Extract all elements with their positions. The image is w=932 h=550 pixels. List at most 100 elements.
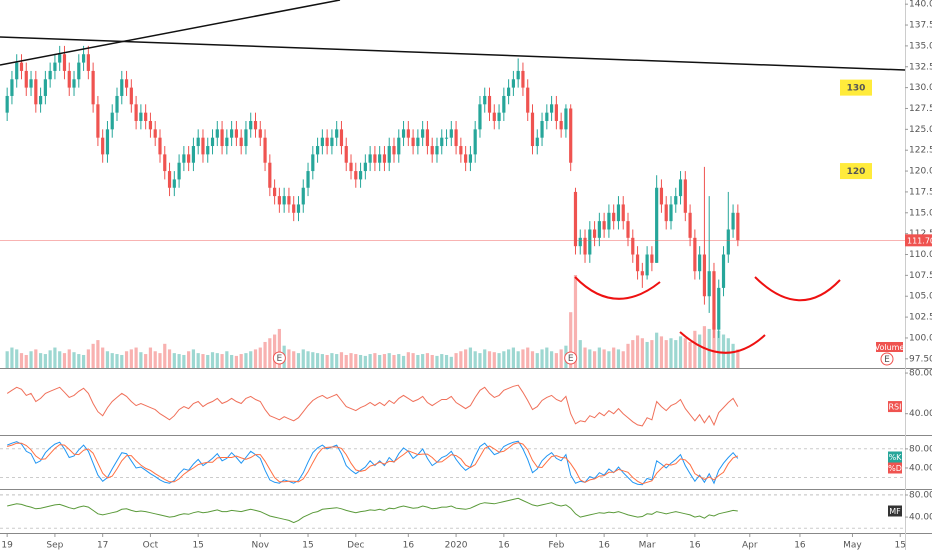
y-tick-label: 105.00: [909, 292, 932, 302]
candle-body: [249, 120, 253, 130]
volume-bar: [15, 349, 19, 368]
candle-body: [564, 108, 568, 130]
x-tick-label: 15: [894, 541, 905, 550]
candle-body: [277, 196, 281, 205]
volume-bar: [306, 351, 310, 368]
y-tick-label: 80.00: [909, 444, 932, 454]
volume-bar: [210, 352, 215, 368]
volume-bar: [693, 330, 697, 368]
volume-bar: [234, 355, 238, 368]
candle-body: [454, 129, 458, 147]
volume-bar: [358, 354, 363, 368]
volume-bar: [435, 355, 439, 368]
volume-bar: [10, 347, 14, 368]
y-tick-label: 110.00: [909, 250, 932, 260]
x-tick-label: Oct: [143, 541, 159, 550]
candle-body: [464, 154, 468, 163]
volume-bar: [621, 351, 625, 368]
indicator-label: %K: [889, 453, 903, 462]
volume-bar: [607, 351, 611, 368]
candle-body: [569, 108, 573, 163]
volume-bar: [545, 347, 549, 368]
volume-bar: [659, 336, 664, 368]
volume-bar: [191, 349, 196, 368]
candle-body: [34, 79, 38, 105]
candle-body: [526, 87, 530, 113]
volume-bar: [201, 354, 205, 368]
x-tick-label: May: [843, 541, 862, 550]
volume-bar: [387, 353, 391, 368]
candle-body: [120, 79, 124, 96]
volume-bar: [335, 354, 339, 368]
volume-bar: [464, 349, 468, 368]
volume-bar: [674, 340, 678, 368]
candle-body: [378, 154, 382, 163]
candle-body: [129, 87, 133, 105]
candle-body: [315, 146, 320, 155]
candle-body: [726, 229, 730, 255]
candle-body: [392, 146, 396, 155]
volume-bar: [492, 352, 496, 368]
candle-body: [96, 104, 100, 138]
volume-bar: [382, 354, 387, 368]
volume-bar: [91, 343, 95, 368]
y-tick-label: 115.00: [909, 208, 932, 218]
volume-bar: [549, 351, 554, 368]
candle-body: [631, 237, 635, 255]
candle-body: [148, 120, 153, 130]
volume-bar: [339, 352, 344, 368]
volume-bar: [707, 328, 711, 368]
candle-body: [597, 221, 601, 238]
volume-bar: [468, 347, 473, 368]
indicator-label: %D: [888, 464, 902, 473]
volume-bar: [48, 350, 52, 368]
candle-body: [344, 146, 348, 163]
candle-body: [616, 204, 621, 222]
volume-bar: [263, 341, 267, 368]
candle-body: [640, 271, 644, 276]
candle-body: [311, 154, 315, 172]
indicator-label: RSI: [889, 403, 902, 412]
candle-body: [483, 95, 487, 105]
volume-bar: [249, 351, 253, 368]
candle-body: [215, 129, 219, 138]
volume-bar: [163, 343, 167, 368]
candle-body: [187, 154, 191, 163]
candle-body: [273, 187, 277, 197]
candle-body: [645, 254, 649, 276]
candle-body: [330, 137, 334, 147]
x-tick-label: Feb: [548, 541, 564, 550]
volume-bar: [368, 354, 372, 368]
candle-body: [683, 179, 687, 213]
volume-bar: [683, 338, 687, 368]
volume-bar: [416, 354, 420, 368]
volume-bar: [139, 352, 143, 368]
candle-body: [459, 146, 463, 155]
volume-bar: [688, 341, 692, 368]
candle-body: [497, 112, 501, 121]
volume-bar: [497, 353, 501, 368]
candle-body: [487, 95, 492, 113]
y-tick-label: 107.50: [909, 271, 932, 281]
price-note: 130: [847, 84, 866, 94]
price-note: 120: [847, 167, 866, 177]
volume-bar: [421, 354, 425, 368]
volume-bar: [268, 338, 272, 368]
candle-body: [158, 137, 162, 155]
earnings-legend-label: E: [884, 355, 890, 365]
candle-body: [549, 104, 554, 113]
candle-body: [502, 95, 506, 113]
volume-bar: [273, 334, 277, 368]
volume-bar: [516, 351, 520, 368]
volume-bar: [378, 354, 382, 368]
candle-body: [86, 54, 90, 71]
y-tick-label: 125.00: [909, 125, 932, 135]
candle-body: [545, 112, 549, 121]
candle-body: [621, 204, 625, 222]
volume-bar: [167, 349, 172, 368]
volume-bar: [717, 330, 721, 368]
x-tick-label: 15: [302, 541, 313, 550]
volume-bar: [573, 275, 578, 368]
candle-body: [492, 112, 496, 121]
